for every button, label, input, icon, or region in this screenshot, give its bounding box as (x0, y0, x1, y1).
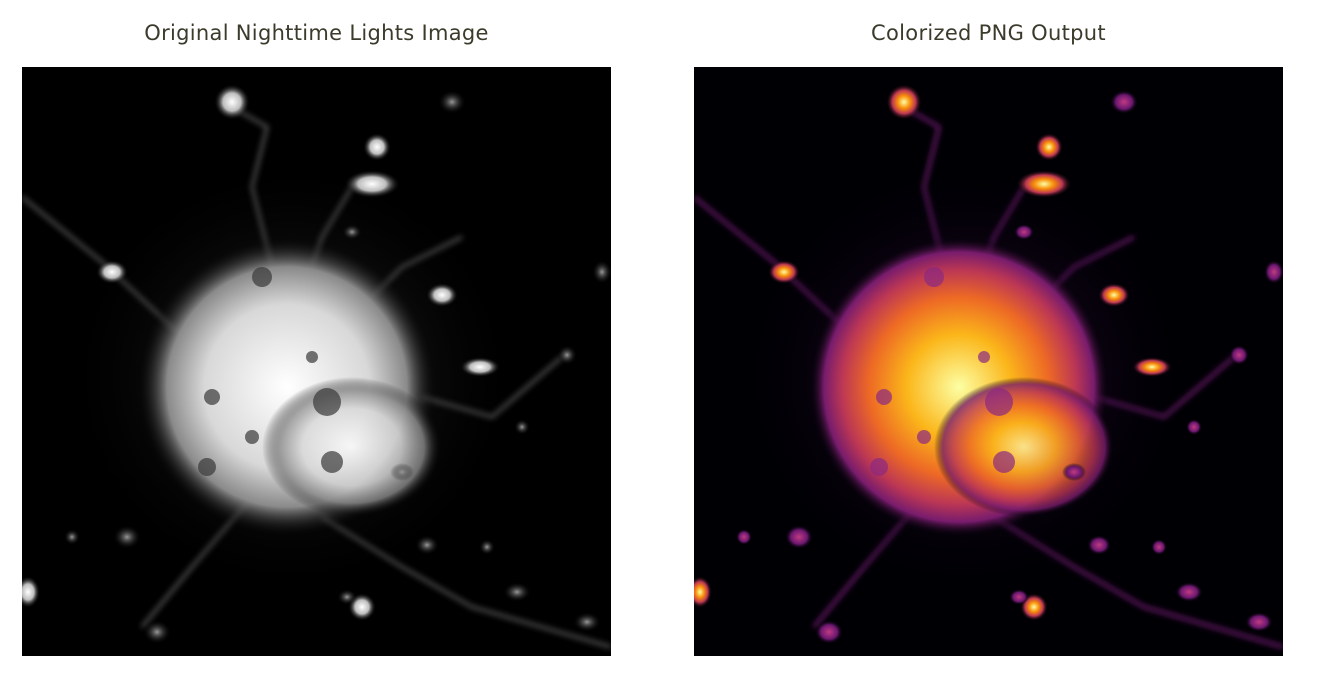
colorized-image-title: Colorized PNG Output (871, 21, 1106, 45)
colorized-png-output-image (694, 67, 1283, 656)
original-image-title: Original Nighttime Lights Image (144, 21, 489, 45)
city-core-texture (870, 267, 1015, 476)
colorized-image-canvas (694, 67, 1283, 656)
original-nighttime-lights-image (22, 67, 611, 656)
light-clusters (694, 84, 1283, 644)
light-clusters (22, 84, 611, 644)
original-image-canvas (22, 67, 611, 656)
city-core-texture (198, 267, 343, 476)
